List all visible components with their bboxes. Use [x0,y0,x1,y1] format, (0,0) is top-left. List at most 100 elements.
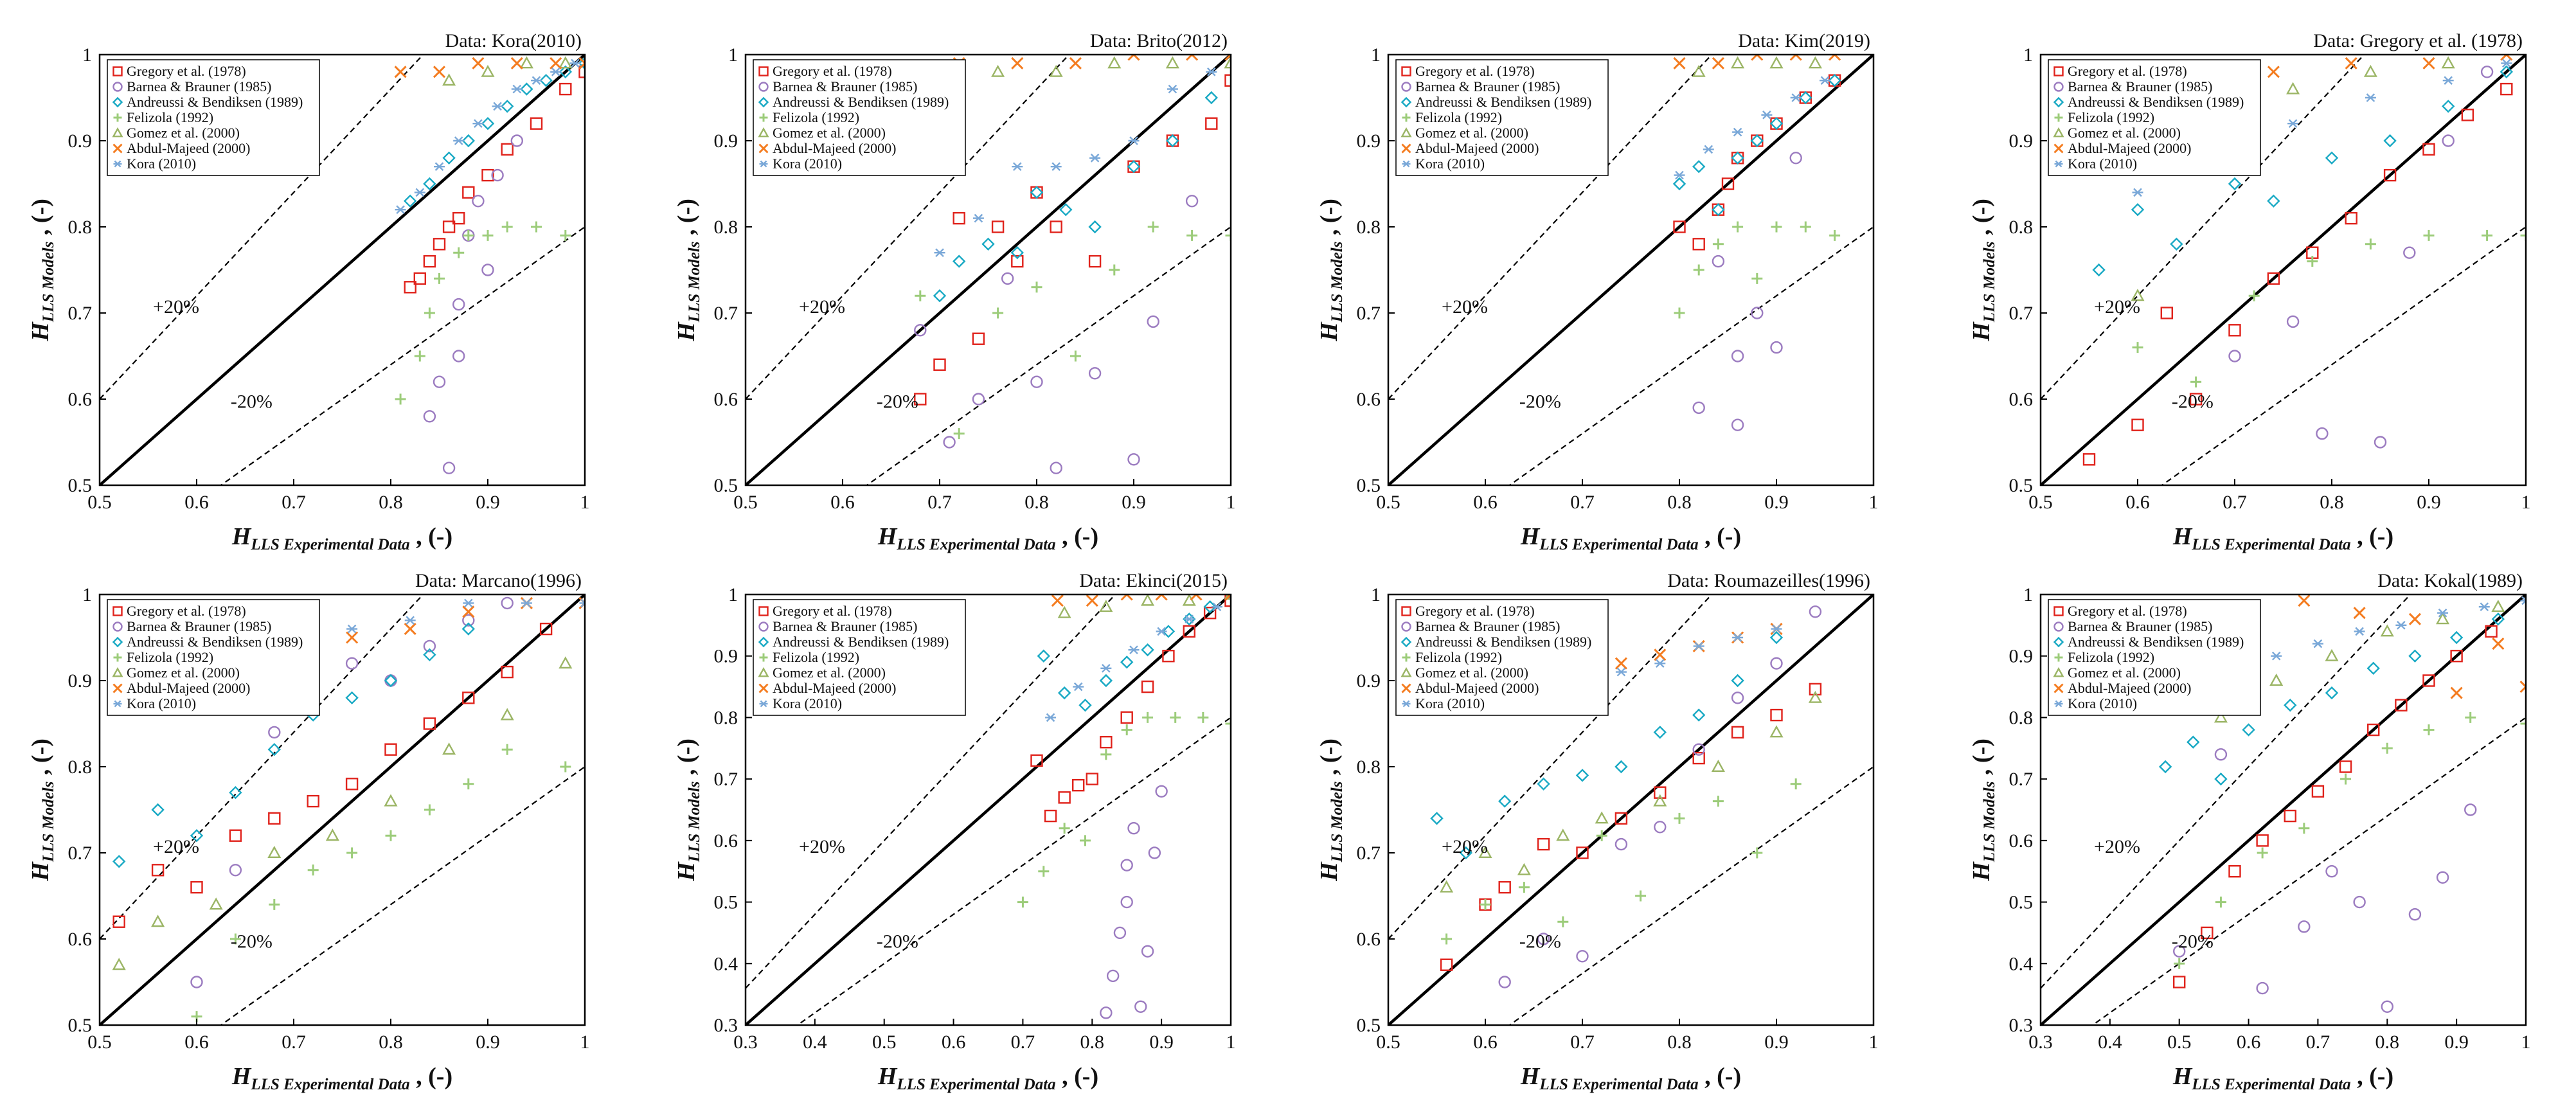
x-tick-label: 1 [1869,492,1879,513]
legend: Gregory et al. (1978)Barnea & Brauner (1… [1395,59,1609,176]
data-point [2132,188,2143,197]
series-barnea-brauner-1985 [1498,605,1822,988]
data-point [2190,376,2202,388]
legend-label: Barnea & Brauner (1985) [127,78,271,94]
y-axis-label-sub: LLS Models [686,782,703,863]
chart-panel-8: 0.3 0.4 0.5 0.6 0.7 0.8 0.9 1 0.3 0.4 0.5 0.6 0.7 0.8… [1968,570,2531,1093]
y-tick-label: 0.6 [1357,389,1381,410]
y-tick-label: 0.5 [2009,892,2034,913]
data-point [1099,600,1113,612]
data-point [1693,264,1704,276]
x-tick-label: 1 [1226,492,1236,513]
data-point [2353,607,2366,620]
data-point [500,708,514,720]
data-point [510,57,523,69]
data-point [2395,699,2408,711]
x-tick-label: 0.6 [2125,492,2150,513]
data-point [1692,160,1706,174]
data-point [461,622,475,636]
legend-marker [2053,621,2064,632]
y-tick-label: 0.7 [1357,843,1381,864]
x-tick-label: 0.9 [1122,492,1146,513]
data-point [1771,624,1782,634]
data-point [934,248,945,257]
data-point [1155,785,1168,798]
data-point [2228,324,2241,337]
data-point [2478,602,2490,611]
data-point [346,624,358,634]
band-label-upper: +20% [2094,296,2140,317]
data-point [2408,612,2421,625]
data-point [2307,256,2318,267]
data-point [1141,680,1154,693]
legend-label: Gregory et al. (1978) [1415,63,1535,79]
legend-label: Andreussi & Bendiksen (1989) [127,94,303,110]
data-point [1712,238,1724,250]
data-point [2500,55,2513,61]
y-tick-label: 0.6 [68,929,93,950]
legend-item: Gregory et al. (1978) [758,63,892,79]
data-point [550,67,562,76]
data-point [1012,162,1023,171]
x-tick-label: 1 [2521,1032,2531,1053]
data-point [1120,594,1133,601]
legend-marker [112,127,123,138]
data-point [1751,55,1764,61]
data-point [1732,127,1744,137]
legend-item: Gregory et al. (1978) [2053,603,2187,619]
legend-item: Kora (2010) [1402,156,1485,172]
band-label-lower: -20% [231,391,273,412]
chart-title: Data: Kim(2019) [1738,30,1870,51]
series-felizola-1992 [2132,229,2526,388]
legend-marker [1402,160,1411,168]
x-tick-label: 0.9 [2444,1032,2469,1053]
legend-marker [2053,66,2064,76]
band-label-upper: +20% [2094,836,2140,857]
data-point [1732,221,1744,233]
data-point [2132,342,2143,353]
data-point [1183,612,1196,626]
data-point [1183,614,1195,624]
legend-marker [758,683,769,693]
data-point [307,864,319,876]
legend-item: Gregory et al. (1978) [112,603,246,619]
data-point [423,255,436,268]
y-tick-label: 0.5 [1357,1015,1381,1036]
data-point [972,393,985,406]
data-point [1712,796,1724,807]
y-tick-label: 0.5 [714,475,738,496]
data-point [404,281,416,294]
line-plus-20-percent [100,55,424,400]
x-tick-label: 0.7 [1570,1032,1595,1053]
chart-panel-7: 0.5 0.6 0.7 0.8 0.9 1 0.5 0.6 0.7 0.8 0.9 1 Data: Ro… [1316,570,1879,1093]
data-point [1769,117,1784,130]
legend-marker [113,113,122,122]
legend: Gregory et al. (1978)Barnea & Brauner (1… [1395,599,1609,716]
data-point [1614,760,1628,774]
data-point [384,674,398,688]
data-point [1653,794,1667,807]
legend-label: Abdul-Majeed (2000) [773,680,896,696]
data-point [992,307,1004,319]
series-gregory-et-al-1978 [1673,74,1841,251]
series-kora-2010 [1045,602,1222,722]
legend-item: Andreussi & Bendiksen (1989) [112,94,303,110]
data-point [2442,76,2454,85]
y-tick-label: 1 [82,584,92,605]
legend-marker [759,653,768,662]
data-point [2173,976,2186,988]
data-point [384,674,397,687]
series-barnea-brauner-1985 [1692,152,1802,431]
x-axis-label-main: H [877,523,898,550]
legend-label: Barnea & Brauner (1985) [2068,618,2212,634]
data-point [1121,724,1132,736]
x-axis-label-sub: LLS Experimental Data [2191,536,2350,553]
data-point [1088,255,1102,268]
legend-label: Andreussi & Bendiksen (1989) [1415,634,1591,650]
data-point [1614,812,1628,825]
y-tick-label: 0.9 [2009,646,2034,667]
data-point [442,151,456,165]
data-point [1537,777,1550,791]
y-tick-label: 0.6 [68,389,93,410]
data-point [2345,57,2357,69]
